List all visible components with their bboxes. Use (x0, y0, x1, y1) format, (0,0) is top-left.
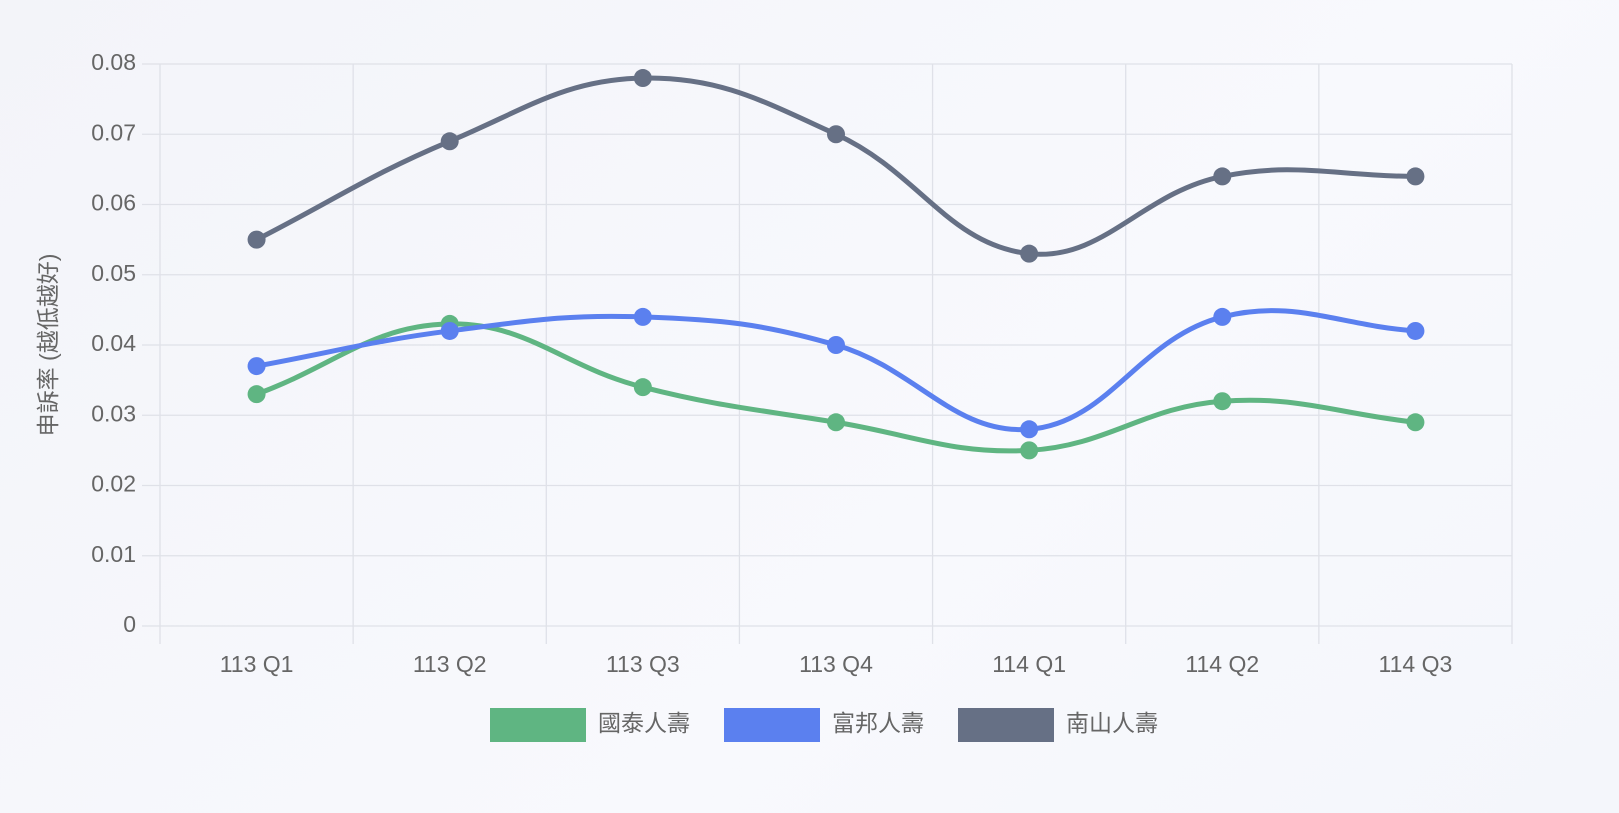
point (247, 230, 266, 249)
y-tick-label: 0.03 (91, 400, 136, 426)
x-tick-label: 113 Q3 (606, 651, 680, 677)
point (827, 125, 845, 144)
point (440, 321, 459, 340)
y-tick-label: 0.07 (91, 119, 136, 145)
point (827, 336, 845, 354)
point (1020, 420, 1039, 439)
y-axis-label: 申訴率 (越低越好) (35, 254, 61, 437)
legend-label: 南山人壽 (1066, 710, 1158, 736)
x-tick-label: 114 Q2 (1185, 651, 1259, 677)
x-tick-label: 113 Q2 (413, 651, 487, 677)
legend-swatch (490, 708, 586, 742)
y-tick-label: 0.08 (91, 49, 136, 75)
point (633, 378, 652, 397)
point (440, 132, 459, 151)
y-tick-label: 0.04 (91, 330, 136, 356)
y-tick-label: 0 (123, 611, 136, 637)
y-tick-label: 0.01 (91, 541, 136, 567)
y-tick-label: 0.06 (91, 190, 136, 216)
point (1406, 413, 1425, 432)
y-tick-label: 0.02 (91, 471, 136, 497)
point (827, 413, 845, 432)
point (1213, 392, 1232, 411)
legend-swatch (724, 708, 820, 742)
point (1020, 244, 1039, 263)
y-tick-label: 0.05 (91, 260, 136, 286)
point (1213, 167, 1232, 186)
point (247, 357, 266, 376)
point (633, 307, 652, 326)
legend-label: 富邦人壽 (832, 710, 924, 736)
point (1406, 321, 1425, 340)
x-tick-label: 114 Q1 (992, 651, 1066, 677)
legend-swatch (958, 708, 1054, 742)
x-tick-label: 113 Q4 (799, 651, 873, 677)
point (1213, 307, 1232, 326)
x-tick-label: 114 Q3 (1379, 651, 1453, 677)
point (1020, 441, 1039, 460)
series-line (256, 308, 1416, 433)
point (247, 385, 266, 404)
legend-label: 國泰人壽 (598, 710, 690, 736)
x-tick-label: 113 Q1 (220, 651, 294, 677)
series-line (255, 75, 1416, 257)
point (1406, 167, 1425, 186)
point (633, 69, 652, 88)
